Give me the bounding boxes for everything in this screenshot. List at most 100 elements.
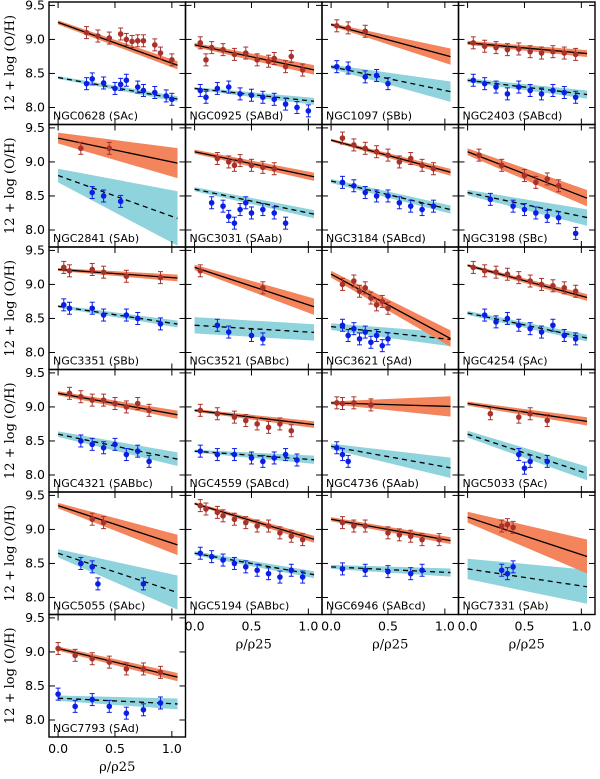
blue-point — [345, 332, 351, 339]
blue-point — [385, 193, 391, 199]
blue-point — [78, 560, 84, 567]
red-point — [271, 55, 278, 62]
blue-point — [572, 336, 579, 342]
blue-point — [339, 179, 346, 186]
blue-point — [254, 567, 260, 574]
blue-fit-band — [194, 87, 315, 105]
blue-point — [521, 465, 528, 471]
blue-point — [277, 574, 283, 580]
red-fit-line — [467, 151, 588, 199]
red-point — [66, 268, 73, 274]
red-point — [151, 42, 158, 48]
red-point — [214, 509, 221, 516]
red-point — [504, 46, 511, 53]
blue-fit-line — [57, 76, 178, 100]
red-point — [498, 523, 505, 529]
panel-name: NGC2841 (SAb) — [53, 232, 139, 245]
panel-plot-area — [330, 19, 451, 102]
red-point — [299, 536, 306, 543]
blue-point — [396, 199, 403, 206]
blue-point — [510, 564, 516, 570]
panel: NGC2841 (SAb) — [48, 123, 187, 248]
blue-point — [123, 312, 130, 318]
red-point — [299, 67, 306, 73]
blue-point — [333, 444, 340, 451]
panel-name: NGC1097 (SBb) — [326, 110, 412, 123]
red-point — [95, 33, 101, 39]
red-point — [339, 400, 346, 407]
y-axis-title: 12 + log (O/H) — [3, 382, 18, 479]
blue-point — [89, 564, 96, 570]
red-point — [351, 400, 357, 406]
blue-point — [237, 206, 243, 213]
blue-fit-band — [58, 431, 178, 466]
blue-point — [123, 710, 130, 716]
red-point — [242, 417, 249, 424]
blue-point — [197, 87, 204, 94]
blue-fit-line — [194, 450, 315, 461]
blue-fit-band — [467, 310, 588, 342]
blue-point — [407, 570, 414, 577]
red-point — [544, 176, 551, 182]
panel-plot-area — [57, 20, 178, 106]
blue-point — [225, 329, 232, 335]
blue-point — [72, 703, 78, 710]
blue-point — [521, 206, 528, 213]
panel-frame — [184, 368, 323, 493]
red-point — [385, 305, 391, 312]
panel-plot-area — [467, 36, 588, 104]
red-point — [470, 40, 477, 46]
red-point — [407, 533, 414, 540]
blue-fit-line — [467, 191, 588, 219]
red-point — [203, 506, 209, 512]
y-tick-label: 8.5 — [25, 310, 45, 325]
blue-point — [481, 80, 488, 87]
blue-fit-line — [58, 305, 178, 325]
y-tick-label: 9.5 — [25, 487, 45, 502]
panel: NGC0628 (SAc) — [48, 1, 187, 126]
panel-name: NGC6946 (SABcd) — [326, 600, 426, 613]
panel-name: NGC5033 (SAc) — [463, 477, 548, 490]
blue-point — [112, 441, 118, 448]
x-tick-label: 0.0 — [48, 741, 68, 756]
y-tick-label: 9.5 — [25, 0, 45, 12]
red-point — [66, 390, 73, 397]
blue-point — [538, 91, 545, 97]
red-point — [419, 162, 425, 169]
panel-plot-area — [467, 260, 588, 346]
panel: NGC3521 (SABbc) — [184, 246, 323, 371]
blue-point — [214, 451, 221, 458]
blue-point — [197, 550, 204, 557]
red-point — [260, 285, 266, 291]
panel-name: NGC3351 (SBb) — [53, 355, 139, 368]
blue-fit-line — [194, 552, 315, 576]
red-fit-line — [57, 137, 178, 164]
blue-point — [504, 570, 511, 577]
blue-point — [271, 96, 278, 103]
red-point — [527, 278, 533, 284]
panel-plot-area — [194, 403, 315, 468]
panel-frame — [457, 491, 596, 616]
red-point — [265, 523, 272, 529]
red-point — [123, 666, 130, 672]
blue-point — [515, 322, 522, 329]
y-tick-label: 8.5 — [25, 678, 45, 693]
y-tick-label: 9.5 — [25, 120, 45, 135]
red-fit-band — [58, 132, 178, 179]
x-tick-label: 0.5 — [378, 619, 398, 634]
panel-plot-area — [330, 270, 451, 353]
panel: NGC7331 (SAb) — [457, 491, 596, 616]
y-tick-label: 9.0 — [25, 644, 45, 659]
blue-point — [282, 220, 289, 226]
blue-point — [373, 332, 380, 339]
blue-fit-band — [331, 64, 451, 102]
red-point — [527, 410, 533, 417]
y-tick-label: 9.0 — [25, 154, 45, 169]
panel-plot-area — [57, 386, 178, 468]
red-point — [214, 410, 221, 417]
red-point — [385, 152, 391, 158]
blue-fit-band — [194, 317, 315, 341]
red-point — [129, 38, 135, 45]
panel: NGC4736 (SAab) — [321, 368, 460, 493]
blue-point — [345, 65, 351, 71]
